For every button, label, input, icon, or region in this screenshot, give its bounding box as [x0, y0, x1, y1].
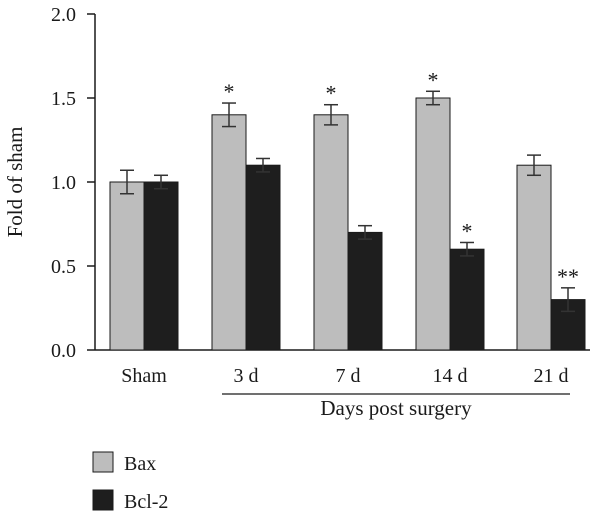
- significance-marker: *: [428, 67, 439, 92]
- y-tick-label: 2.0: [51, 4, 76, 26]
- y-axis-title: Fold of sham: [3, 127, 27, 238]
- legend-swatch-bax: [92, 451, 114, 473]
- bars: * *****: [109, 67, 586, 351]
- bar-bax: [109, 181, 145, 351]
- legend: Bax Bcl-2: [92, 451, 168, 513]
- bar-bax: [415, 97, 451, 351]
- significance-marker: *: [224, 79, 235, 104]
- bar-bcl2: [449, 248, 485, 351]
- bar-bax: [516, 164, 552, 351]
- x-tick-label: 21 d: [534, 365, 569, 387]
- y-tick-label: 0.0: [51, 340, 76, 362]
- significance-marker: *: [462, 218, 473, 243]
- x-tick-labels: Sham 3 d 7 d 14 d 21 d: [121, 365, 568, 387]
- x-tick-label: 7 d: [336, 365, 361, 387]
- x-group-label: Days post surgery: [320, 396, 472, 420]
- bar-bax: [313, 114, 349, 351]
- bar-bcl2: [347, 231, 383, 351]
- bar-bax: [211, 114, 247, 351]
- x-tick-label: 3 d: [234, 365, 259, 387]
- bar-bcl2: [143, 181, 179, 351]
- y-tick-label: 1.0: [51, 172, 76, 194]
- x-tick-label: Sham: [121, 365, 167, 387]
- y-tick-label: 0.5: [51, 256, 76, 278]
- y-tick-label: 1.5: [51, 88, 76, 110]
- bar-bcl2: [245, 164, 281, 351]
- significance-marker: **: [557, 264, 579, 289]
- legend-label-bax: Bax: [124, 453, 156, 475]
- significance-marker: *: [326, 81, 337, 106]
- legend-label-bcl2: Bcl-2: [124, 491, 168, 513]
- x-tick-label: 14 d: [433, 365, 468, 387]
- y-ticks: 0.0 0.5 1.0 1.5 2.0: [51, 4, 95, 362]
- legend-swatch-bcl2: [92, 489, 114, 511]
